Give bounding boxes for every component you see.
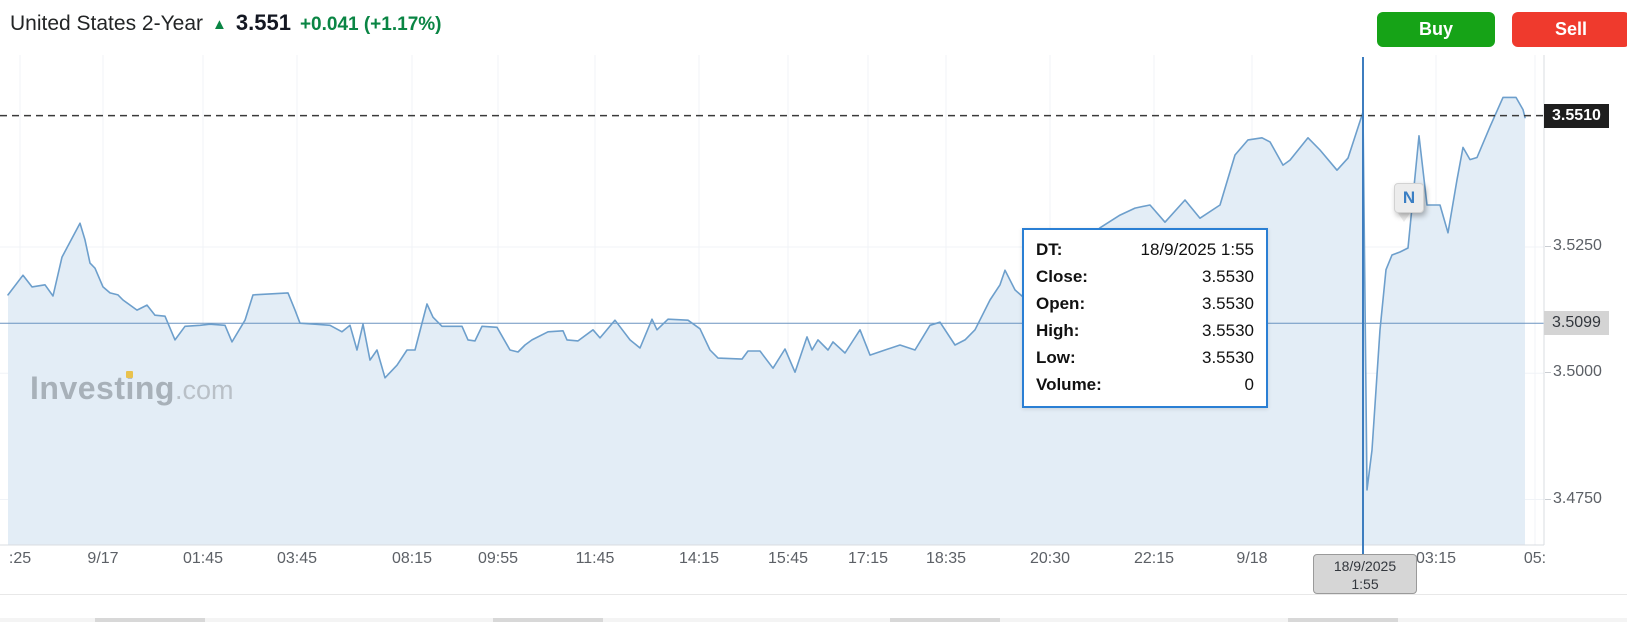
price-change: +0.041 (+1.17%) bbox=[299, 14, 442, 35]
tooltip-row: Open: 3.5530 bbox=[1036, 290, 1254, 317]
tooltip-row-label: High: bbox=[1036, 321, 1080, 340]
price-tick-label: 3.5250 bbox=[1545, 236, 1602, 254]
time-tick-label: 05: bbox=[1523, 550, 1547, 567]
bottom-divider bbox=[0, 594, 1627, 595]
time-tick-label: 17:15 bbox=[847, 550, 889, 567]
tooltip-row-label: Low: bbox=[1036, 348, 1076, 367]
price-line bbox=[7, 96, 1526, 491]
sell-button[interactable]: Sell bbox=[1512, 12, 1627, 47]
prev-close-badge: 3.5099 bbox=[1544, 311, 1609, 336]
page-title: United States 2-Year bbox=[10, 12, 204, 35]
tooltip-row-label: Open: bbox=[1036, 294, 1086, 313]
tooltip-row: High: 3.5530 bbox=[1036, 317, 1254, 344]
tooltip-row-value: 3.5530 bbox=[1202, 267, 1254, 286]
time-tick-label: 15:45 bbox=[767, 550, 809, 567]
tooltip-row: Close: 3.5530 bbox=[1036, 263, 1254, 290]
tooltip-row-label: Volume: bbox=[1036, 375, 1102, 394]
time-tick-label: :25 bbox=[8, 550, 32, 567]
time-tick-label: 03:45 bbox=[276, 550, 318, 567]
price-axis: 3.5250 3.5000 3.4750 bbox=[1544, 0, 1627, 545]
crosshair-date-label: 18/9/2025 1:55 bbox=[1313, 554, 1417, 594]
header: United States 2-Year ▲ 3.551 +0.041 (+1.… bbox=[0, 0, 1627, 55]
news-event-marker[interactable]: N bbox=[1394, 183, 1424, 213]
bottom-cropped-row bbox=[0, 618, 1627, 622]
crosshair-date-line1: 18/9/2025 bbox=[1333, 558, 1397, 574]
time-tick-label: 03:15 bbox=[1415, 550, 1457, 567]
time-axis: :25 9/17 01:45 03:45 08:15 09:55 11:45 14:15 15:… bbox=[0, 548, 1627, 572]
tooltip-row-value: 3.5530 bbox=[1202, 321, 1254, 340]
bottom-row-segment bbox=[95, 618, 205, 622]
tooltip-row: Volume: 0 bbox=[1036, 371, 1254, 398]
area-fill bbox=[8, 97, 1525, 546]
tooltip-row-label: Close: bbox=[1036, 267, 1088, 286]
last-price: 3.551 bbox=[235, 10, 291, 35]
time-tick-label: 09:55 bbox=[477, 550, 519, 567]
bottom-row-segment bbox=[493, 618, 603, 622]
time-tick-label: 18:35 bbox=[925, 550, 967, 567]
buy-button[interactable]: Buy bbox=[1377, 12, 1495, 47]
time-tick-label: 9/18 bbox=[1236, 550, 1268, 567]
time-tick-label: 11:45 bbox=[575, 550, 615, 567]
up-arrow-icon: ▲ bbox=[212, 16, 227, 33]
time-tick-label: 08:15 bbox=[391, 550, 433, 567]
tooltip-row-value: 18/9/2025 1:55 bbox=[1140, 240, 1254, 259]
ohlc-tooltip: DT: 18/9/2025 1:55 Close: 3.5530 Open: 3.5530… bbox=[1022, 228, 1268, 408]
investing-watermark: Investing.com bbox=[30, 370, 234, 406]
tooltip-row-value: 3.5530 bbox=[1202, 294, 1254, 313]
price-tick-label: 3.5000 bbox=[1545, 363, 1602, 381]
time-tick-label: 14:15 bbox=[678, 550, 720, 567]
price-tick-label: 3.4750 bbox=[1545, 489, 1602, 507]
tooltip-row-value: 3.5530 bbox=[1202, 348, 1254, 367]
crosshair-date-line2: 1:55 bbox=[1351, 576, 1379, 592]
time-tick-label: 22:15 bbox=[1133, 550, 1175, 567]
current-price-badge: 3.5510 bbox=[1544, 103, 1609, 128]
tooltip-row: DT: 18/9/2025 1:55 bbox=[1036, 236, 1254, 263]
tooltip-row: Low: 3.5530 bbox=[1036, 344, 1254, 371]
bottom-row-segment bbox=[1288, 618, 1398, 622]
watermark-yellow-dot-i: i bbox=[125, 370, 135, 406]
bottom-row-segment bbox=[890, 618, 1000, 622]
tooltip-row-label: DT: bbox=[1036, 240, 1063, 259]
title-row: United States 2-Year ▲ 3.551 +0.041 (+1.… bbox=[10, 10, 441, 36]
time-tick-label: 20:30 bbox=[1029, 550, 1071, 567]
time-tick-label: 9/17 bbox=[87, 550, 119, 567]
news-event-marker-tail bbox=[1398, 213, 1410, 222]
tooltip-row-value: 0 bbox=[1244, 375, 1254, 394]
time-tick-label: 01:45 bbox=[182, 550, 224, 567]
